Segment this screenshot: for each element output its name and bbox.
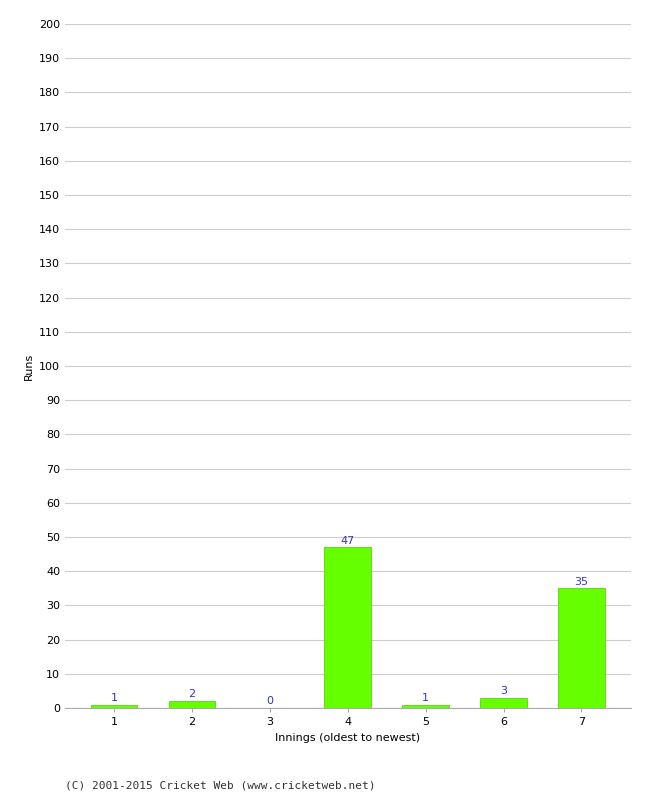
Bar [402, 705, 449, 708]
Text: (C) 2001-2015 Cricket Web (www.cricketweb.net): (C) 2001-2015 Cricket Web (www.cricketwe… [65, 781, 376, 790]
Text: 2: 2 [188, 690, 196, 699]
Bar [558, 588, 605, 708]
Bar [168, 701, 215, 708]
X-axis label: Innings (oldest to newest): Innings (oldest to newest) [275, 733, 421, 742]
Bar [480, 698, 527, 708]
Bar [324, 547, 371, 708]
Bar [91, 705, 137, 708]
Text: 47: 47 [341, 535, 355, 546]
Y-axis label: Runs: Runs [23, 352, 33, 380]
Text: 3: 3 [500, 686, 507, 696]
Text: 1: 1 [422, 693, 429, 703]
Text: 35: 35 [575, 577, 588, 586]
Text: 0: 0 [266, 696, 274, 706]
Text: 1: 1 [111, 693, 118, 703]
